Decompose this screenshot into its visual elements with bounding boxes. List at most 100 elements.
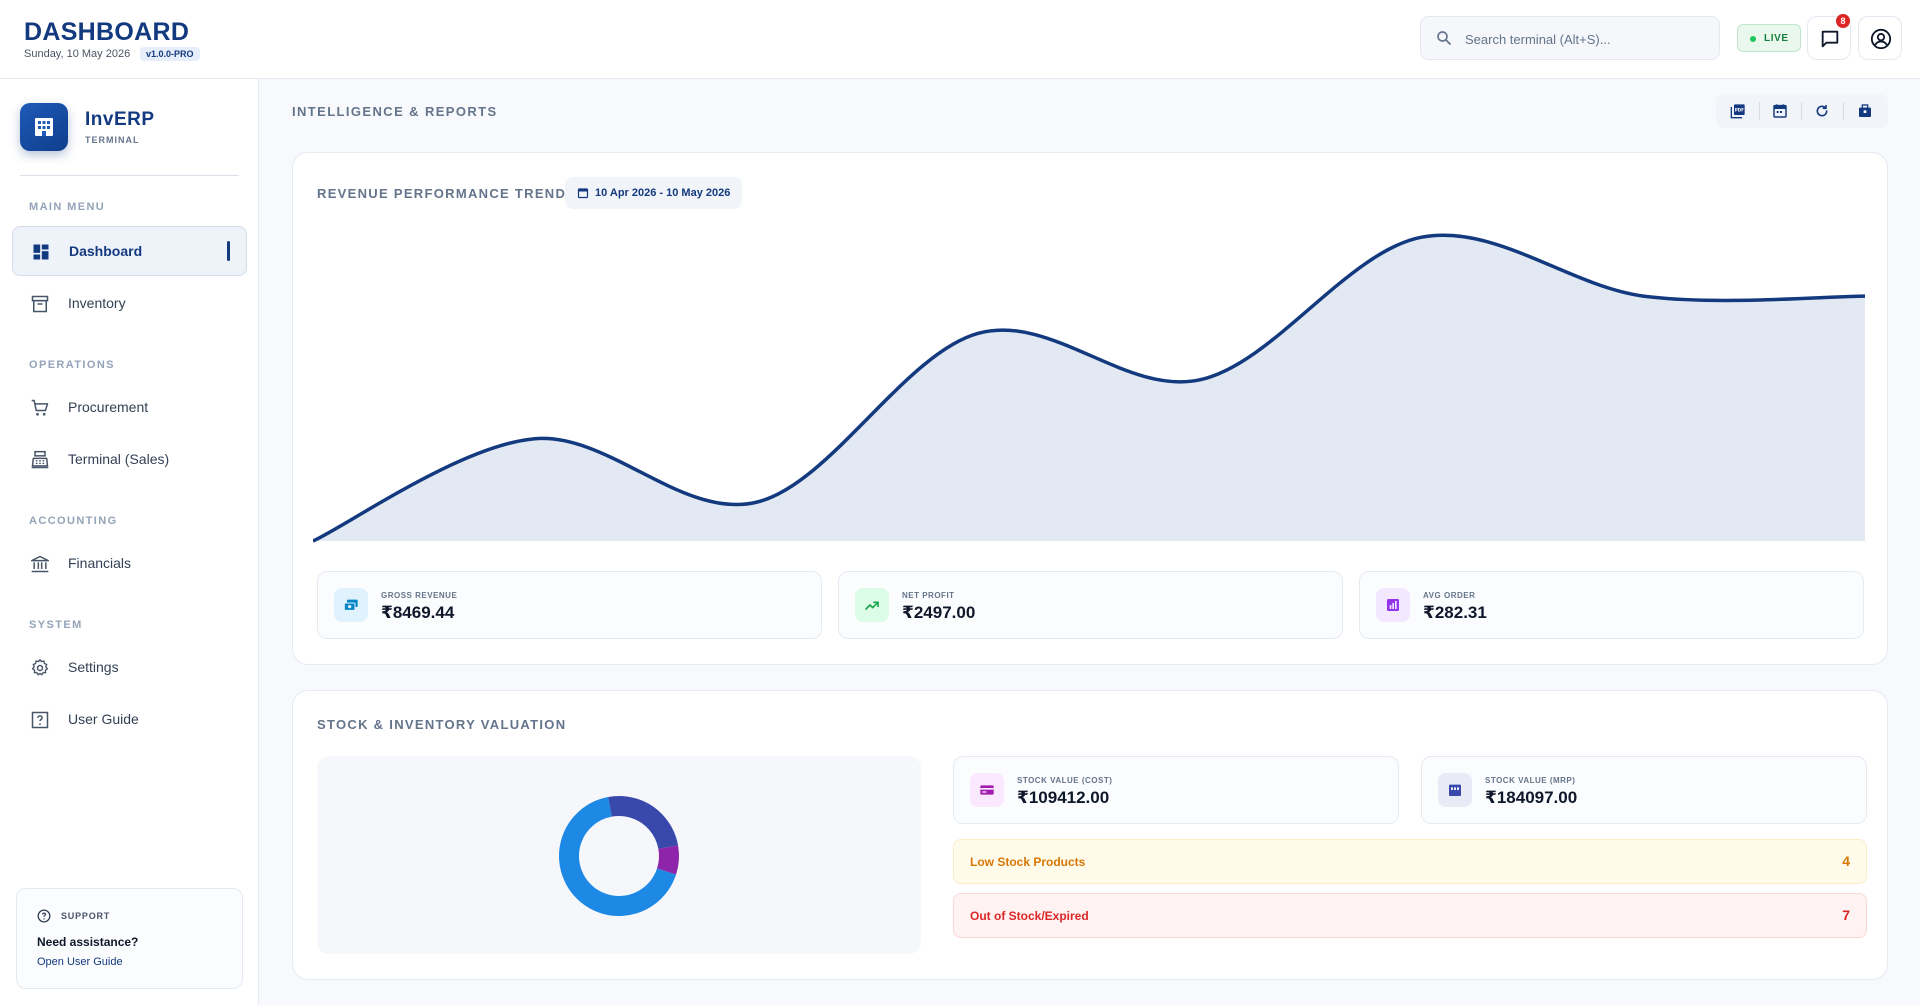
revenue-card: REVENUE PERFORMANCE TREND 10 Apr 2026 - … [292,152,1888,665]
help-circle-icon [37,909,51,923]
metric-label: GROSS REVENUE [381,591,458,600]
archive-box-icon [31,295,49,313]
metric-value: ₹109412.00 [1017,788,1110,807]
calendar-icon [1773,104,1787,118]
metric-icon-box [970,773,1004,807]
section-label-operations: OPERATIONS [29,359,115,371]
stock-donut-chart [559,796,679,916]
sidebar-item-label: Terminal (Sales) [68,451,170,467]
alert-count: 4 [1842,853,1850,869]
active-indicator [227,241,230,261]
current-date: Sunday, 10 May 2026 [24,48,131,60]
gear-icon [31,659,49,676]
support-label: SUPPORT [61,911,111,921]
low-stock-alert[interactable]: Low Stock Products 4 [953,839,1867,884]
refresh-button[interactable] [1810,99,1834,123]
metric-label: STOCK VALUE (MRP) [1485,776,1576,785]
out-of-stock-alert[interactable]: Out of Stock/Expired 7 [953,893,1867,938]
net-profit-card: NET PROFIT ₹2497.00 [838,571,1343,639]
metric-label: AVG ORDER [1423,591,1476,600]
calendar-icon [577,188,589,199]
user-circle-icon [1870,28,1892,50]
metric-value: ₹282.31 [1423,603,1487,622]
alert-count: 7 [1842,907,1850,923]
metric-label: STOCK VALUE (COST) [1017,776,1113,785]
app-name: InvERP [85,109,155,130]
revenue-trend-chart [313,233,1865,543]
section-label-system: SYSTEM [29,619,83,631]
metric-icon-box [1376,588,1410,622]
building-icon [35,118,53,136]
sidebar-item-label: User Guide [68,711,139,727]
section-label-main-menu: MAIN MENU [29,201,106,213]
metric-value: ₹2497.00 [902,603,976,622]
donut-slice-1 [559,796,679,916]
donut-slice-0 [559,796,679,916]
analytics-icon [1387,599,1399,611]
gross-revenue-card: GROSS REVENUE ₹8469.44 [317,571,822,639]
open-user-guide-link[interactable]: Open User Guide [37,956,123,968]
inventory-report-button[interactable] [1853,99,1877,123]
sidebar-item-label: Financials [68,555,132,571]
search-input[interactable] [1465,27,1705,51]
search-box[interactable] [1420,16,1720,60]
sidebar-item-terminal-sales[interactable]: Terminal (Sales) [12,435,247,485]
toolbar-separator [1759,102,1760,120]
bank-icon [30,555,50,573]
app-subtitle: TERMINAL [85,135,140,145]
app-logo [20,103,68,151]
top-header: DASHBOARD Sunday, 10 May 2026 v1.0.0-PRO… [0,0,1920,79]
sidebar-item-label: Settings [68,659,119,675]
toolbar-separator [1843,102,1844,120]
metric-value: ₹8469.44 [381,603,455,622]
live-dot-icon [1750,36,1756,42]
help-box-icon [31,711,49,729]
sidebar-item-user-guide[interactable]: User Guide [12,695,247,745]
cash-icon [343,599,358,611]
section-label-accounting: ACCOUNTING [29,515,118,527]
store-icon [1449,784,1461,796]
date-filter-button[interactable] [1768,99,1792,123]
pdf-icon: PDF [1730,104,1745,119]
sidebar-item-inventory[interactable]: Inventory [12,279,247,329]
dashboard-icon [33,244,49,260]
message-icon [1821,30,1839,48]
version-badge: v1.0.0-PRO [140,47,200,61]
refresh-icon [1816,105,1828,117]
sidebar-item-settings[interactable]: Settings [12,643,247,693]
messages-button[interactable]: 8 [1807,14,1851,60]
stock-valuation-card: STOCK & INVENTORY VALUATION STOCK VALUE … [292,690,1888,980]
stock-donut-panel [317,756,921,954]
metric-value: ₹184097.00 [1485,788,1578,807]
alert-label: Low Stock Products [970,855,1086,869]
alert-label: Out of Stock/Expired [970,909,1089,923]
sidebar-item-financials[interactable]: Financials [12,539,247,589]
inventory-icon [1859,104,1871,117]
revenue-title: REVENUE PERFORMANCE TREND [317,186,567,201]
card-icon [980,785,994,795]
support-card: SUPPORT Need assistance? Open User Guide [16,888,243,989]
user-profile-button[interactable] [1858,16,1902,60]
register-icon [31,450,49,469]
report-toolbar: PDF [1716,94,1888,128]
notification-count-badge: 8 [1836,14,1850,28]
stock-title: STOCK & INVENTORY VALUATION [317,717,567,732]
cart-icon [31,399,49,416]
sidebar-divider [20,175,239,176]
trending-up-icon [865,601,879,610]
metric-icon-box [334,588,368,622]
live-label: LIVE [1764,33,1789,44]
export-pdf-button[interactable]: PDF [1726,99,1750,123]
sidebar-item-dashboard[interactable]: Dashboard [12,226,247,276]
stock-value-cost-card: STOCK VALUE (COST) ₹109412.00 [953,756,1399,824]
section-heading: INTELLIGENCE & REPORTS [292,104,498,119]
revenue-line [313,233,1865,543]
sidebar-item-procurement[interactable]: Procurement [12,383,247,433]
date-range-label: 10 Apr 2026 - 10 May 2026 [595,187,731,199]
avg-order-card: AVG ORDER ₹282.31 [1359,571,1864,639]
sidebar-item-label: Dashboard [69,243,143,259]
stock-value-mrp-card: STOCK VALUE (MRP) ₹184097.00 [1421,756,1867,824]
page-title: DASHBOARD [24,18,190,46]
date-range-pill[interactable]: 10 Apr 2026 - 10 May 2026 [565,177,743,209]
metric-icon-box [1438,773,1472,807]
